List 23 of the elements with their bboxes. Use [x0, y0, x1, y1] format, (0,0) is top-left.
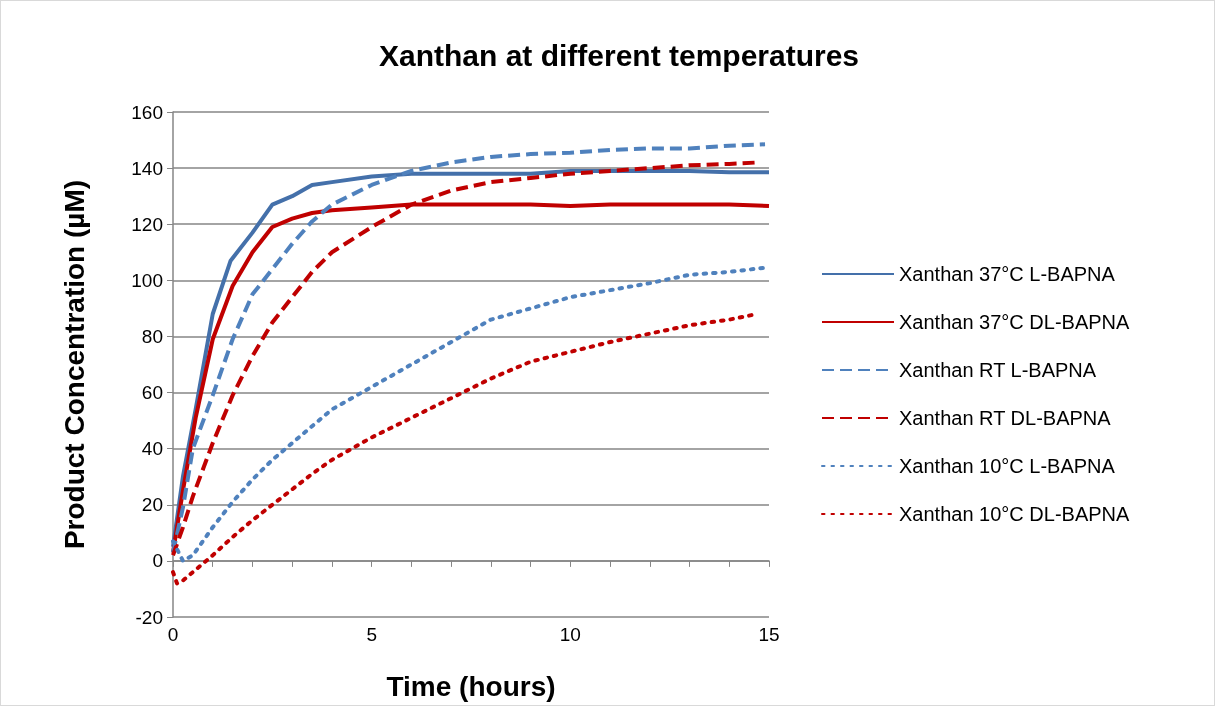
legend-label: Xanthan 10°C DL-BAPNA [899, 503, 1130, 525]
legend-label: Xanthan 37°C L-BAPNA [899, 263, 1116, 285]
x-tick-label: 5 [366, 624, 377, 645]
y-tick-label: 20 [141, 494, 163, 516]
legend-label: Xanthan RT DL-BAPNA [899, 407, 1112, 429]
y-tick-label: -20 [135, 606, 163, 628]
legend-label: Xanthan 10°C L-BAPNA [899, 455, 1116, 477]
y-tick-label: 0 [152, 550, 163, 572]
y-axis-title: Product Concentration (µM) [58, 179, 90, 550]
legend-label: Xanthan 37°C DL-BAPNA [899, 311, 1130, 333]
x-tick-label: 10 [559, 624, 581, 645]
y-tick-label: 80 [141, 325, 163, 347]
chart-title: Xanthan at different temperatures [378, 38, 860, 72]
x-axis-title: Time (hours) [386, 670, 556, 702]
y-tick-label: 120 [131, 213, 163, 235]
y-tick-label: 60 [141, 382, 163, 404]
x-tick-label: 15 [758, 624, 780, 645]
y-tick-label: 160 [131, 101, 163, 123]
y-tick-label: 140 [131, 157, 163, 179]
y-tick-label: 100 [131, 269, 163, 291]
legend-label: Xanthan RT L-BAPNA [899, 359, 1097, 381]
x-tick-label: 0 [167, 624, 179, 645]
y-tick-label: 40 [141, 438, 163, 460]
